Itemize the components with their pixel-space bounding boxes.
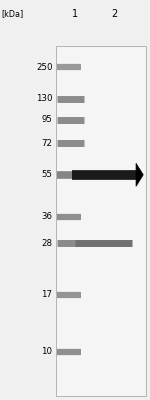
Polygon shape bbox=[136, 163, 143, 186]
Text: 72: 72 bbox=[42, 139, 52, 148]
Text: 95: 95 bbox=[42, 115, 52, 124]
Text: [kDa]: [kDa] bbox=[2, 10, 24, 18]
Text: 10: 10 bbox=[42, 347, 52, 356]
Text: 1: 1 bbox=[72, 9, 78, 19]
Text: 2: 2 bbox=[111, 9, 117, 19]
Text: 28: 28 bbox=[42, 238, 52, 248]
Text: 17: 17 bbox=[42, 290, 52, 299]
Text: 130: 130 bbox=[36, 94, 52, 103]
Text: 36: 36 bbox=[42, 212, 52, 221]
Text: 250: 250 bbox=[36, 62, 52, 72]
Text: 55: 55 bbox=[42, 170, 52, 179]
Bar bbox=[56, 46, 146, 396]
